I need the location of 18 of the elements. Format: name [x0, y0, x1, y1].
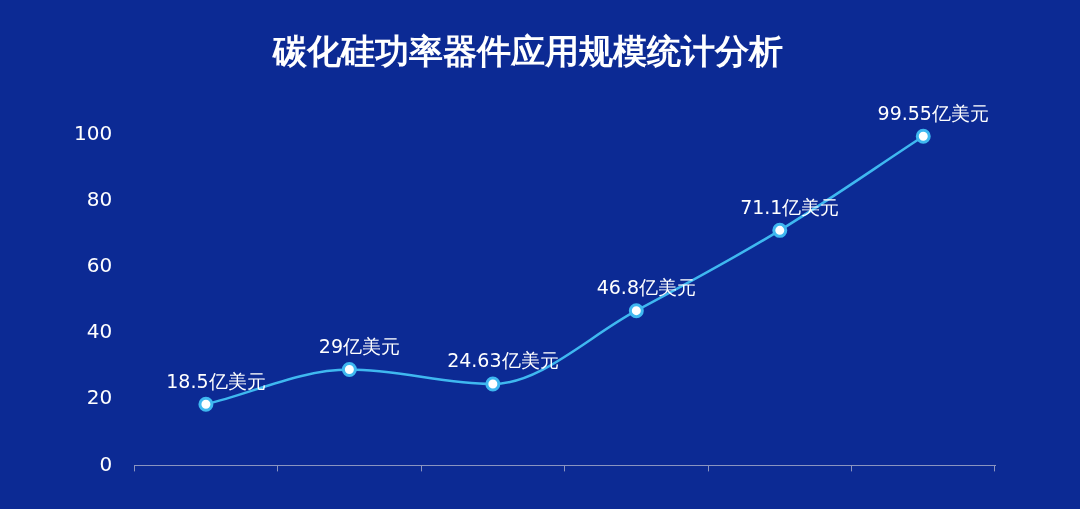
data-label: 29亿美元 [318, 334, 400, 357]
point [485, 376, 501, 392]
point [915, 128, 931, 144]
point [198, 396, 214, 412]
y-tick-label: 20 [86, 385, 113, 410]
chart-title: 碳化硅功率器件应用规模统计分析 [271, 31, 783, 72]
y-tick-label: 100 [73, 121, 113, 145]
data-label: 18.5亿美元 [166, 369, 266, 392]
point [628, 303, 644, 319]
point [341, 362, 357, 378]
y-tick-label: 0 [99, 451, 113, 476]
y-tick-label: 40 [86, 319, 113, 344]
data-label: 46.8亿美元 [596, 276, 696, 299]
data-label: 99.55亿美元 [877, 101, 989, 124]
y-tick-label: 80 [86, 187, 113, 212]
y-tick-label: 60 [86, 253, 113, 278]
data-label: 24.63亿美元 [447, 349, 559, 372]
point [772, 222, 788, 238]
